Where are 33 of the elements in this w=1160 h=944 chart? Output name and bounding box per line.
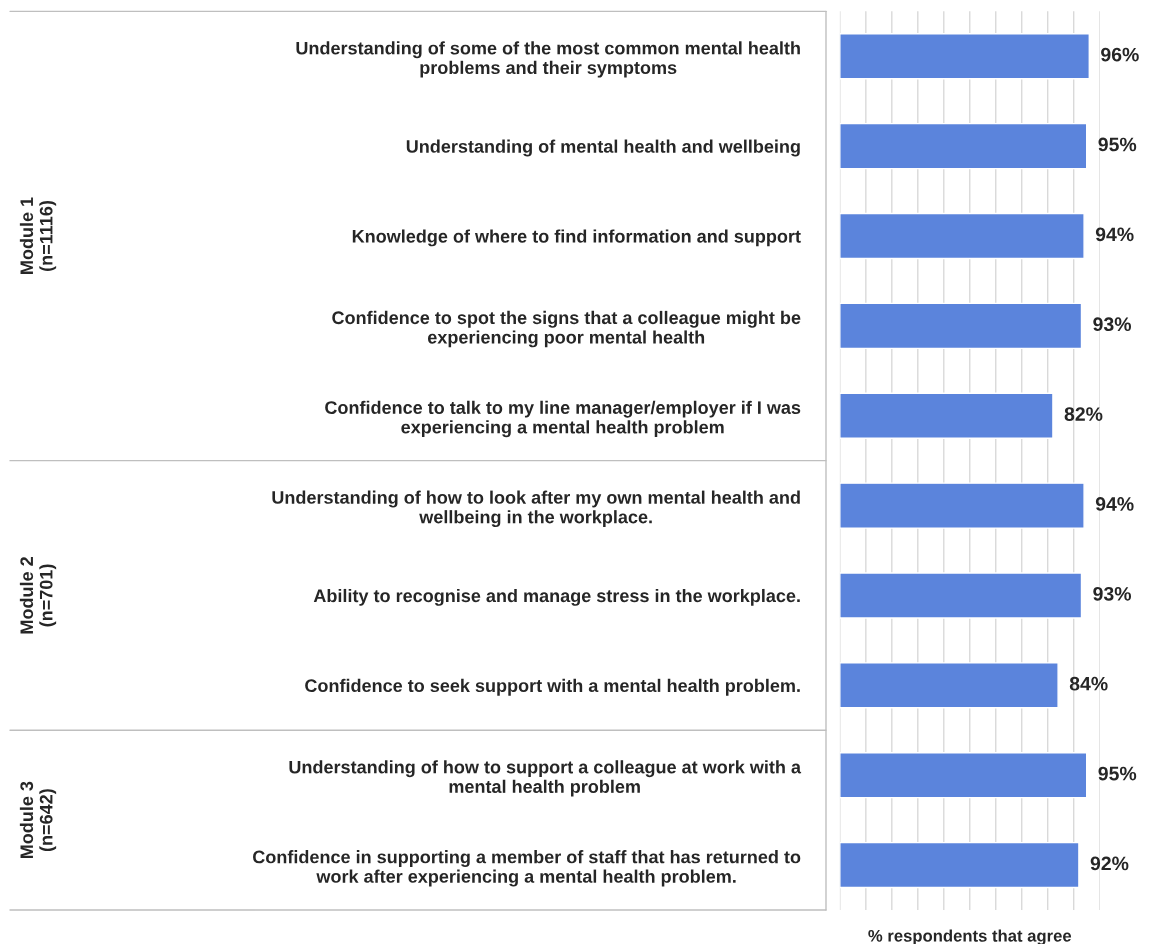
y-tick-label: Confidence to seek support with a mental health problem.: [305, 678, 800, 696]
data-label: 94%: [1095, 227, 1134, 242]
y-tick-label: Understanding of some of the most common mental health problems and their symptoms: [296, 41, 800, 78]
bar: [839, 392, 1054, 439]
data-label: 94%: [1095, 497, 1134, 511]
bar: [839, 572, 1083, 619]
data-label: 95%: [1098, 766, 1137, 781]
y-tick-label: Confidence to talk to my line manager/employer if I was experiencing a mental health problem: [325, 400, 801, 438]
data-label: 96%: [1101, 47, 1139, 62]
data-label: 95%: [1098, 137, 1137, 152]
y-tick-label: Understanding of how to look after my own mental health and wellbeing in the workplace.: [272, 490, 800, 528]
bar: [839, 482, 1085, 529]
bar: [839, 33, 1090, 80]
text: Module 3 (n=642): [19, 781, 57, 859]
text: Module 1 (n=1116): [19, 197, 57, 274]
data-label: 84%: [1069, 676, 1108, 691]
y-tick-label: Confidence to spot the signs that a colleague might be experiencing poor mental health: [332, 310, 801, 348]
text: Module 2 (n=701): [19, 557, 57, 634]
data-label: 92%: [1090, 856, 1129, 871]
bar: [839, 302, 1083, 350]
data-label: 82%: [1064, 407, 1103, 421]
bar: [839, 662, 1059, 709]
bar: [839, 841, 1080, 889]
y-tick-label: Confidence in supporting a member of staff that has returned to work after experiencing a mental health problem.: [253, 850, 801, 887]
y-tick-label: Knowledge of where to find information and support: [352, 229, 801, 247]
data-label: 93%: [1093, 586, 1132, 601]
data-label: 93%: [1093, 317, 1132, 332]
y-tick-label: Understanding of how to support a colleague at work with a mental health problem: [289, 760, 802, 797]
bar: [839, 212, 1085, 260]
y-tick-label: Understanding of mental health and wellbeing: [406, 139, 800, 157]
y-tick-label: Ability to recognise and manage stress in the workplace.: [313, 588, 800, 606]
bar: [839, 122, 1088, 170]
bar: [839, 752, 1088, 799]
